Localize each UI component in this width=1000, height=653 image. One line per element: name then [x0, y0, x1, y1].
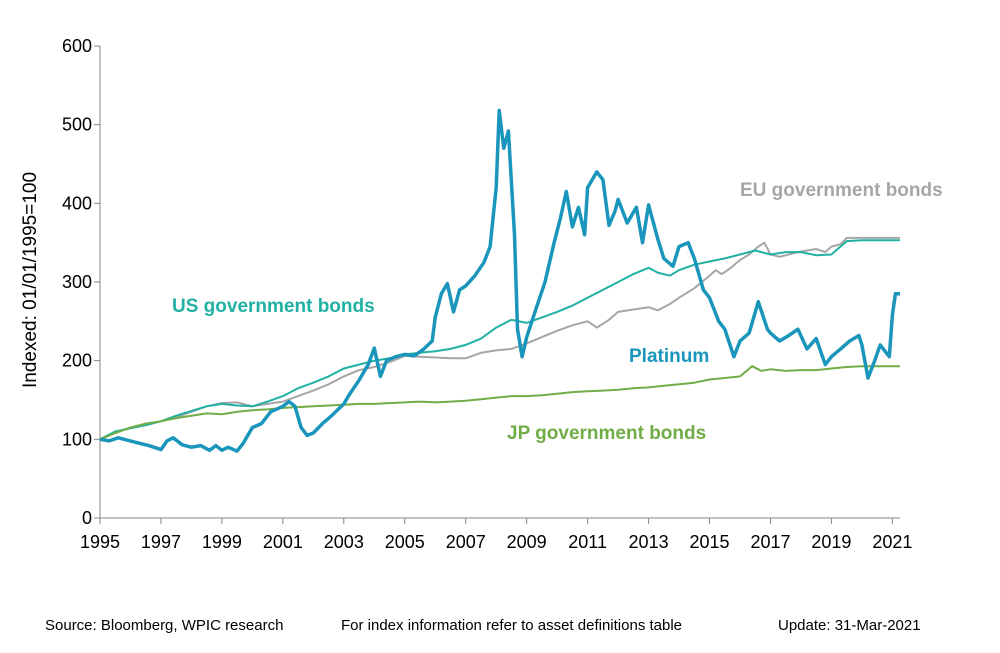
- axes: 0 100 200 300 400 500 600 1995 1997 1999 2001 2003 2…: [62, 36, 912, 552]
- x-tick-label: 2005: [385, 532, 425, 552]
- y-tick-label: 400: [62, 193, 92, 213]
- x-tick-label: 1997: [141, 532, 181, 552]
- footer-source: Source: Bloomberg, WPIC research: [45, 617, 284, 634]
- x-tick-label: 2021: [872, 532, 912, 552]
- x-tick-label: 2015: [690, 532, 730, 552]
- y-tick-label: 500: [62, 115, 92, 135]
- y-tick-label: 300: [62, 272, 92, 292]
- y-tick-label: 600: [62, 36, 92, 56]
- y-tick-label: 0: [82, 508, 92, 528]
- series-group: [99, 108, 900, 453]
- y-axis-label: Indexed: 01/01/1995=100: [20, 172, 41, 388]
- series-label-platinum: Platinum: [629, 346, 709, 367]
- x-tick-label: 2019: [811, 532, 851, 552]
- series-line-jp-government-bonds: [99, 365, 900, 441]
- chart: 0 100 200 300 400 500 600 1995 1997 1999 2001 2003 2…: [20, 36, 943, 552]
- series-label-eu-government-bonds: EU government bonds: [740, 180, 943, 201]
- series-line-eu-government-bonds: [99, 236, 900, 441]
- x-tick-label: 2009: [507, 532, 547, 552]
- footer-update: Update: 31-Mar-2021: [778, 617, 921, 634]
- y-tick-label: 200: [62, 351, 92, 371]
- x-tick-label: 2011: [568, 532, 607, 552]
- series-label-jp-government-bonds: JP government bonds: [507, 423, 706, 444]
- series-labels: EU government bonds US government bonds Pl…: [172, 180, 943, 444]
- x-tick-label: 2003: [324, 532, 364, 552]
- y-tick-label: 100: [62, 429, 92, 449]
- x-tick-label: 2013: [629, 532, 669, 552]
- series-line-us-government-bonds: [99, 239, 900, 441]
- x-tick-label: 1995: [80, 532, 120, 552]
- x-tick-label: 2001: [263, 532, 303, 552]
- x-tick-label: 1999: [202, 532, 242, 552]
- x-tick-label: 2007: [446, 532, 486, 552]
- footer-note: For index information refer to asset def…: [341, 617, 683, 634]
- series-label-us-government-bonds: US government bonds: [172, 296, 375, 317]
- x-tick-label: 2017: [750, 532, 790, 552]
- series-line-platinum: [99, 108, 900, 453]
